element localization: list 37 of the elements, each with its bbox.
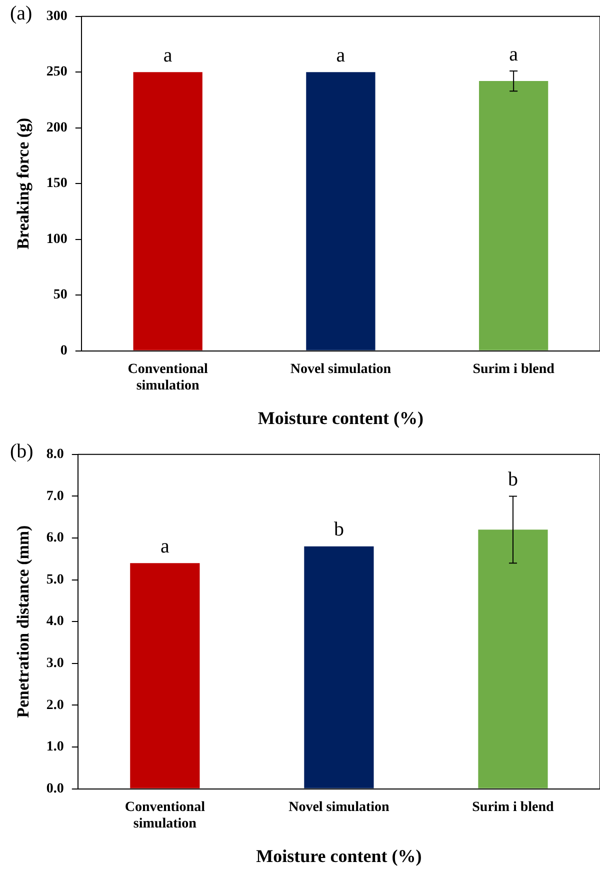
y-tick-label: 50 bbox=[53, 288, 68, 303]
x-tick-label: Surim i blend bbox=[472, 362, 555, 377]
y-axis-title: Breaking force (g) bbox=[14, 118, 33, 250]
y-tick-label: 200 bbox=[46, 120, 68, 136]
chart-title: (a) bbox=[10, 2, 32, 24]
bar bbox=[478, 530, 548, 788]
y-tick-label: 0 bbox=[60, 343, 68, 358]
x-tick-label: Conventional simulation bbox=[124, 800, 206, 832]
x-tick-label: Surim i blend bbox=[472, 800, 554, 815]
y-tick-label: 150 bbox=[46, 176, 68, 192]
y-tick-label: 250 bbox=[46, 64, 68, 80]
y-tick-label: 100 bbox=[46, 232, 68, 247]
annotation: a bbox=[509, 43, 518, 66]
y-axis-title: Penetration distance (mm) bbox=[14, 525, 33, 718]
y-tick-label: 6.0 bbox=[46, 530, 64, 546]
chart-title: (b) bbox=[10, 440, 34, 462]
annotation: b bbox=[334, 518, 344, 541]
x-axis-title: Moisture content (%) bbox=[258, 408, 424, 428]
y-tick-label: 300 bbox=[46, 9, 68, 24]
y-tick-label: 0.0 bbox=[46, 781, 64, 796]
annotation: a bbox=[160, 535, 170, 558]
y-tick-label: 8.0 bbox=[46, 447, 64, 462]
y-tick-label: 1.0 bbox=[46, 740, 64, 755]
y-tick-label: 7.0 bbox=[46, 488, 64, 504]
y-tick-label: 2.0 bbox=[46, 698, 64, 713]
x-axis-title: Moisture content (%) bbox=[256, 846, 422, 866]
x-tick-label: Novel simulation bbox=[288, 800, 390, 815]
bar bbox=[304, 546, 374, 788]
x-tick-label: Novel simulation bbox=[290, 362, 392, 377]
y-tick-label: 4.0 bbox=[46, 614, 64, 630]
annotation: a bbox=[336, 44, 346, 66]
bar bbox=[130, 563, 200, 788]
annotation: b bbox=[508, 468, 518, 490]
y-tick-label: 5.0 bbox=[46, 572, 64, 588]
x-tick-label: Conventional simulation bbox=[128, 362, 208, 394]
annotation: a bbox=[163, 44, 172, 66]
y-tick-label: 3.0 bbox=[46, 656, 64, 672]
